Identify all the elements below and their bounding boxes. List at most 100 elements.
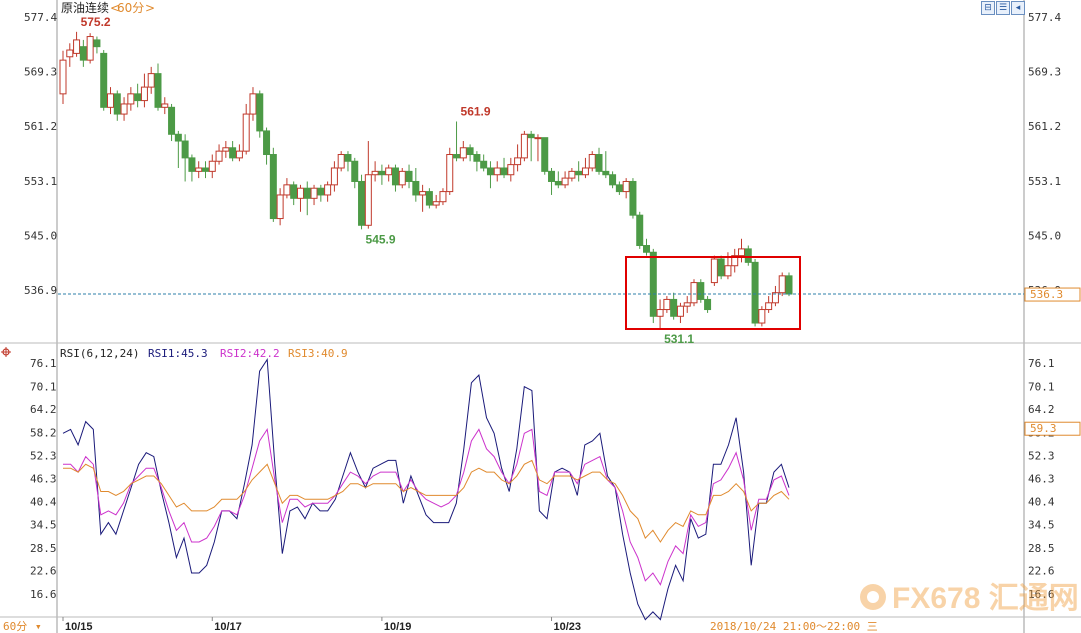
period-label[interactable]: 60分 xyxy=(117,1,144,15)
rsi1-value: RSI1:45.3 xyxy=(148,347,208,360)
candle-body-89 xyxy=(663,298,671,311)
rsi-tick-left-0: 76.1 xyxy=(30,357,57,370)
current-price-box xyxy=(1024,287,1081,302)
footer-datetime: 2018/10/24 21:00～22:00 三 xyxy=(710,620,878,633)
rsi-tick-left-8: 28.5 xyxy=(30,542,57,555)
candle-body-67 xyxy=(514,157,522,166)
rsi-tick-right-10: 16.6 xyxy=(1028,588,1055,601)
rsi-tick-right-6: 40.4 xyxy=(1028,496,1055,509)
candle-body-97 xyxy=(717,258,725,277)
candle-body-1 xyxy=(66,49,74,58)
candle-body-45 xyxy=(364,174,372,226)
price-tick-left-5: 536.9 xyxy=(24,284,57,297)
rsi-tick-left-5: 46.3 xyxy=(30,473,57,486)
candle-body-58 xyxy=(453,154,461,159)
candle-body-8 xyxy=(113,93,121,115)
date-tick-0: 10/15 xyxy=(65,621,93,633)
candle-body-80 xyxy=(602,170,610,176)
candle-body-38 xyxy=(317,187,325,196)
chart-arrow-icon[interactable]: ◂ xyxy=(1011,1,1025,15)
candle-body-7 xyxy=(106,93,114,108)
candle-body-103 xyxy=(758,309,766,324)
rsi-tick-left-10: 16.6 xyxy=(30,588,57,601)
candle-body-104 xyxy=(765,302,773,311)
candle-body-6 xyxy=(100,52,108,108)
candle-body-37 xyxy=(310,187,318,199)
rsi-axis-ticks: 76.176.170.170.164.264.258.258.252.352.3… xyxy=(30,357,1055,601)
price-axis-ticks: 577.4 577.4 569.3 569.3 561.2 561.2 553.1 553.1… xyxy=(24,11,1061,297)
candle-body-74 xyxy=(561,177,569,186)
candle-body-51 xyxy=(405,170,413,182)
rsi-series xyxy=(62,357,790,621)
rsi-tick-right-1: 70.1 xyxy=(1028,380,1055,393)
candle-body-85 xyxy=(636,214,644,247)
price-tick-left-4: 545.0 xyxy=(24,229,57,242)
candle-body-2 xyxy=(73,39,81,54)
candle-body-61 xyxy=(473,154,481,162)
candle-body-25 xyxy=(229,147,237,159)
price-annotation-2: 561.9 xyxy=(461,104,491,118)
watermark-text: FX678 汇通网 xyxy=(892,582,1079,615)
candle-body-60 xyxy=(466,147,474,156)
candle-body-10 xyxy=(127,93,135,105)
candle-body-48 xyxy=(385,167,393,176)
candle-body-50 xyxy=(398,170,406,186)
candle-body-18 xyxy=(181,140,189,159)
rsi-tick-left-6: 40.4 xyxy=(30,496,57,509)
candle-body-47 xyxy=(378,170,386,176)
candle-body-17 xyxy=(174,133,182,142)
candle-body-32 xyxy=(276,194,284,220)
candle-body-107 xyxy=(785,275,793,295)
period-bracket-left[interactable]: < xyxy=(110,1,120,15)
price-annotation-1: 545.9 xyxy=(366,232,396,246)
candle-body-83 xyxy=(622,180,630,193)
rsi-tick-left-3: 58.2 xyxy=(30,426,57,439)
candle-body-106 xyxy=(778,275,786,294)
candle-body-23 xyxy=(215,150,223,162)
current-price-label: 536.3 xyxy=(1030,288,1063,301)
candle-body-76 xyxy=(575,170,583,176)
candle-body-27 xyxy=(242,113,250,152)
candle-body-31 xyxy=(269,154,277,220)
price-tick-left-2: 561.2 xyxy=(24,120,57,133)
candle-body-20 xyxy=(195,167,203,172)
candle-body-84 xyxy=(629,180,637,216)
footer-period[interactable]: 60分 xyxy=(3,620,27,633)
candle-body-78 xyxy=(588,154,596,169)
rsi-line-rsi3 xyxy=(63,459,790,543)
candle-body-39 xyxy=(324,184,332,196)
candle-body-15 xyxy=(161,103,169,108)
candle-body-44 xyxy=(358,180,366,226)
rsi-line-rsi1 xyxy=(62,357,790,621)
candle-body-93 xyxy=(690,282,698,304)
rsi3-value: RSI3:40.9 xyxy=(288,347,348,360)
date-tick-1: 10/17 xyxy=(214,621,242,633)
chart-zoom-icon[interactable]: ⊟ xyxy=(981,1,995,15)
candle-body-86 xyxy=(643,245,651,253)
footer-period-chevron[interactable]: ▾ xyxy=(35,620,42,633)
candle-body-100 xyxy=(738,248,746,257)
candle-body-12 xyxy=(140,86,148,102)
chart-list-icon[interactable]: ☰ xyxy=(996,1,1010,15)
candle-body-40 xyxy=(330,167,338,186)
price-tick-right-3: 553.1 xyxy=(1028,175,1061,188)
candle-body-26 xyxy=(235,150,243,159)
candle-body-98 xyxy=(724,265,732,277)
candle-body-56 xyxy=(439,191,447,203)
candle-body-54 xyxy=(425,191,433,206)
watermark-logo: FX678 汇通网 xyxy=(860,582,1079,615)
candle-body-13 xyxy=(147,73,155,88)
candle-body-70 xyxy=(534,137,542,140)
candle-body-99 xyxy=(731,255,739,267)
rsi-tick-right-4: 52.3 xyxy=(1028,449,1055,462)
candle-body-105 xyxy=(771,292,779,304)
rsi-tick-right-5: 46.3 xyxy=(1028,473,1055,486)
period-bracket-right[interactable]: > xyxy=(145,1,155,15)
candle-body-55 xyxy=(432,201,440,206)
candle-body-72 xyxy=(548,170,556,182)
price-tick-left-0: 577.4 xyxy=(24,11,57,24)
candle-body-73 xyxy=(554,180,562,186)
candle-body-88 xyxy=(656,309,664,317)
candle-body-41 xyxy=(337,154,345,169)
